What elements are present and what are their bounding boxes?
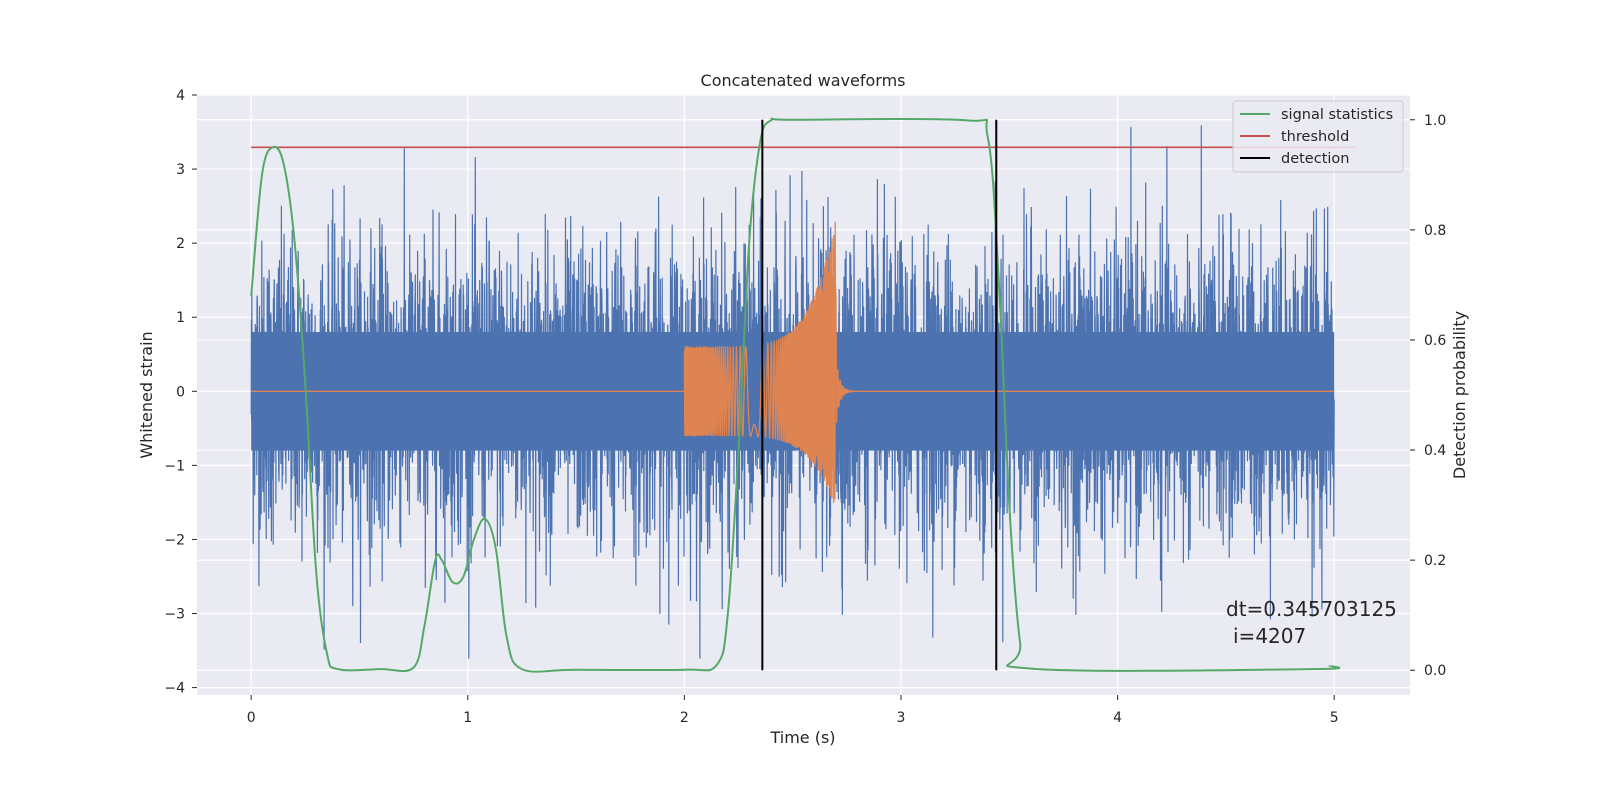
x-tick-label: 5 [1330,710,1339,726]
y-right-tick-label: 0.8 [1424,223,1446,239]
y-tick-label: 4 [176,88,185,104]
x-tick-label: 0 [247,710,256,726]
y-tick-label: −4 [164,681,185,697]
template-line [251,221,1335,504]
y-tick-label: −2 [164,532,185,548]
x-tick-label: 2 [680,710,689,726]
plot-area [250,117,1356,673]
legend-box [1232,100,1404,173]
y-axis-label: Whitened strain [137,331,156,458]
legend-label-signal-statistics: signal statistics [1281,107,1393,123]
tick-layer: 0 1 2 3 4 5 −4 −3 −2 −1 0 1 2 3 4 0.0 0.2 0.4 0.6 0.8 1.0 [164,88,1446,726]
annotation-dt: dt=0.345703125 [1226,597,1397,621]
y-right-tick-label: 0.0 [1424,663,1446,679]
y-tick-label: −1 [164,458,185,474]
legend-label-threshold: threshold [1281,129,1349,145]
y-right-axis-label: Detection probability [1450,311,1469,479]
annotation-i: i=4207 [1233,624,1306,648]
signal-statistics-series [250,117,1341,673]
y-tick-label: 2 [176,236,185,252]
template-series [251,221,1335,504]
y-tick-label: 0 [176,384,185,400]
chart-title: Concatenated waveforms [701,71,906,90]
x-tick-label: 4 [1113,710,1122,726]
detection-series [761,119,998,671]
y-tick-label: 1 [176,310,185,326]
y-right-tick-label: 1.0 [1424,113,1446,129]
y-tick-label: −3 [164,607,185,623]
legend-label-detection: detection [1281,151,1349,167]
legend: signal statistics threshold detection [1232,100,1404,173]
signal-statistics-line [250,117,1341,673]
y-tick-label: 3 [176,162,185,178]
x-tick-label: 3 [897,710,906,726]
y-right-tick-label: 0.2 [1424,553,1446,569]
y-right-tick-label: 0.6 [1424,333,1446,349]
x-tick-label: 1 [463,710,472,726]
y-right-tick-label: 0.4 [1424,443,1446,459]
x-axis-label: Time (s) [769,728,835,747]
